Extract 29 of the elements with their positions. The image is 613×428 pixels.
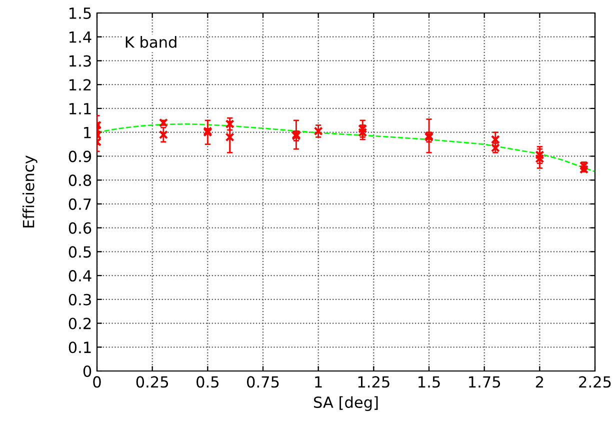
y-tick-label: 0.2	[68, 318, 91, 330]
y-tick-label: 1	[84, 127, 91, 138]
y-tick-label: 1.3	[70, 55, 91, 67]
y-tick-label: 1.1	[70, 103, 91, 114]
x-tick-label: 1.75	[469, 376, 500, 388]
y-tick-label: 1.2	[70, 79, 91, 90]
x-tick-label: 0	[93, 376, 101, 388]
x-tick-label: 1.25	[358, 376, 390, 388]
x-tick-label: 0.5	[196, 376, 218, 388]
y-tick-label: 0.5	[68, 246, 91, 258]
x-axis-title: SA [deg]	[314, 396, 378, 411]
y-tick-label: 0	[83, 365, 92, 378]
x-tick-label: 0.25	[136, 376, 168, 388]
y-tick-label: 0.8	[68, 174, 92, 186]
y-tick-label: 0.9	[68, 150, 92, 162]
y-tick-label: 0.6	[68, 222, 92, 234]
x-tick-label: 2	[536, 376, 543, 388]
y-tick-label: 0.1	[68, 342, 91, 354]
x-tick-label: 1.5	[418, 376, 440, 388]
y-tick-label: 1.5	[70, 8, 91, 20]
y-tick-label: 1.4	[70, 32, 92, 43]
y-tick-label: 0.3	[68, 294, 91, 306]
y-axis-title: Efficiency	[22, 156, 38, 228]
y-tick-label: 0.7	[68, 198, 91, 210]
x-tick-label: 2.25	[579, 376, 611, 388]
x-tick-label: 0.75	[247, 376, 279, 388]
y-tick-label: 0.4	[68, 270, 92, 282]
x-tick-label: 1	[315, 376, 322, 388]
annotation: K band	[126, 36, 176, 48]
